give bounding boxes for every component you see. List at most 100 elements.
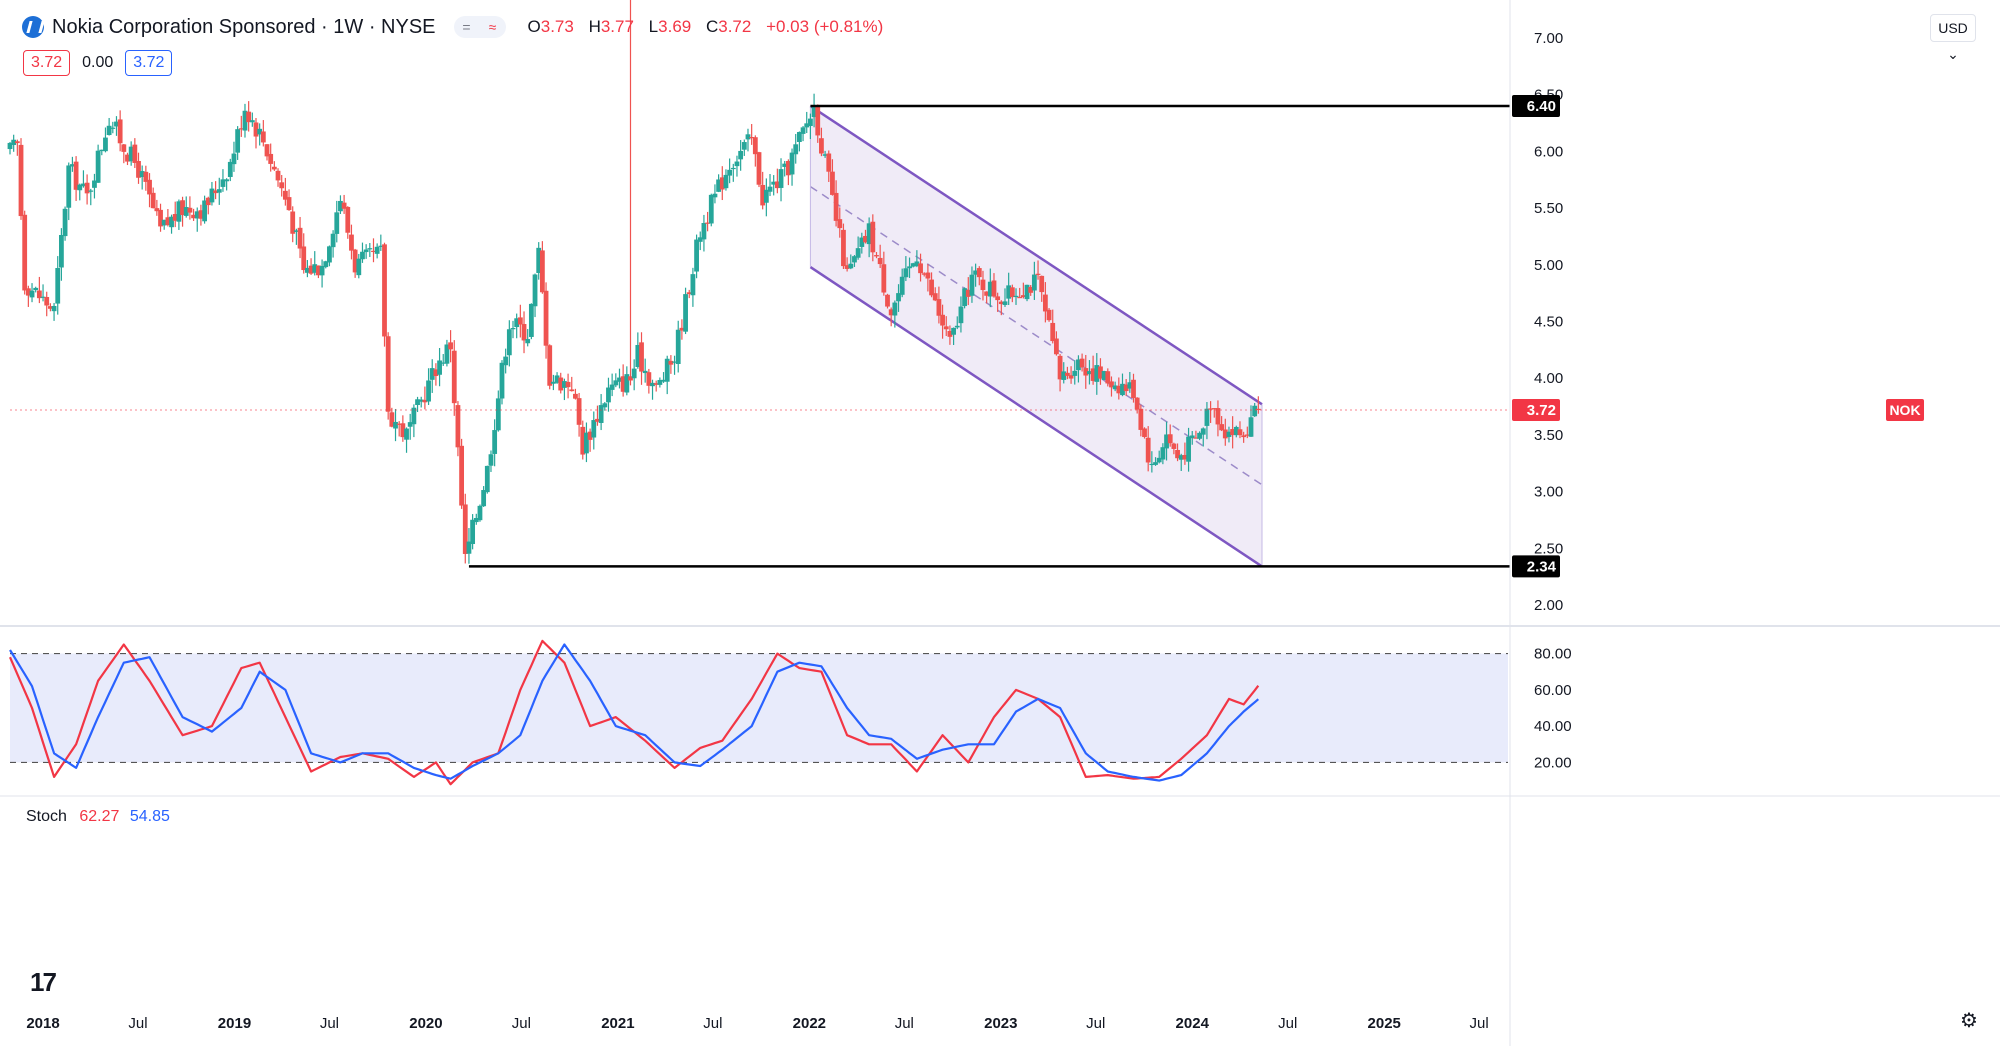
candle-body (331, 234, 336, 247)
candle-body (375, 247, 380, 254)
candle-body (533, 274, 538, 306)
candle-body (757, 152, 762, 185)
candle-body (426, 380, 431, 401)
candle-body (360, 252, 365, 259)
candle-body (96, 151, 101, 183)
candle-body (110, 128, 115, 129)
candle (500, 360, 505, 404)
candle-body (790, 153, 795, 175)
time-tick-label: 2024 (1176, 1015, 1210, 1032)
symbol-title[interactable]: Nokia Corporation Sponsored · 1W · NYSE (52, 16, 436, 39)
candle-body (492, 430, 497, 454)
candle-body (235, 129, 240, 152)
tradingview-logo[interactable]: 17 (30, 967, 55, 998)
candle-body (573, 394, 578, 399)
price-tick-label: 6.00 (1534, 143, 1563, 160)
candle-body (577, 398, 582, 425)
currency-label[interactable]: USD (1938, 20, 1968, 36)
candle-body (735, 162, 740, 167)
support-line-label: 2.34 (1512, 555, 1560, 577)
candle-body (856, 248, 861, 258)
candle-body (1080, 359, 1085, 368)
support-line-label-text: 2.34 (1527, 558, 1557, 575)
candle-body (503, 357, 508, 366)
candle-body (727, 170, 732, 176)
candle-body (107, 126, 112, 135)
gear-icon[interactable]: ⚙ (1958, 1010, 1980, 1032)
stoch-tick-label: 40.00 (1534, 718, 1572, 735)
candle-body (522, 324, 527, 340)
candle-body (518, 317, 523, 324)
candle-body (1153, 462, 1158, 465)
candle-body (1160, 447, 1165, 459)
candle-body (250, 120, 255, 122)
candle-body (301, 246, 306, 270)
stoch-label[interactable]: Stoch (26, 808, 67, 825)
stoch-legend[interactable]: Stoch 62.27 54.85 (26, 808, 170, 826)
candle-body (801, 127, 806, 134)
chevron-down-icon[interactable]: ⌄ (1947, 46, 1959, 62)
candle-body (55, 268, 60, 304)
price-tick-label: 4.50 (1534, 314, 1563, 331)
candle-body (540, 250, 545, 292)
candle-body (937, 299, 942, 316)
candle (757, 152, 762, 187)
candle-body (709, 195, 714, 224)
candle (529, 303, 534, 339)
candle-body (878, 258, 883, 264)
candle-body (544, 291, 549, 346)
currency-selector[interactable]: USD ⌄ (1930, 14, 1976, 42)
candle-body (1201, 428, 1206, 434)
candle-body (448, 342, 453, 349)
candle-body (59, 235, 64, 268)
candle-body (33, 288, 38, 290)
pill-right-icon[interactable]: ≈ (480, 16, 506, 38)
time-tick-label: Jul (1086, 1015, 1105, 1032)
close-value: 3.72 (718, 17, 751, 36)
candle-body (694, 240, 699, 272)
candle-body (478, 506, 483, 520)
candle-body (992, 280, 997, 296)
candle-body (228, 162, 233, 177)
candle-body (459, 446, 464, 506)
candle-body (386, 336, 391, 411)
candle-body (702, 223, 707, 239)
open-value: 3.73 (541, 17, 574, 36)
candle-body (683, 294, 688, 332)
candle-body (19, 145, 24, 216)
compare-toggle[interactable]: = ≈ (454, 16, 506, 38)
time-tick-label: 2025 (1368, 1015, 1401, 1032)
time-tick-label: Jul (128, 1015, 147, 1032)
candle-body (507, 329, 512, 355)
candle-body (1014, 296, 1019, 297)
candle-body (349, 235, 354, 251)
resistance-line-label-text: 6.40 (1527, 98, 1556, 115)
candle-body (1249, 417, 1254, 436)
time-tick-label: 2022 (793, 1015, 826, 1032)
candle-body (676, 330, 681, 364)
candle-body (121, 144, 126, 152)
candle-body (22, 215, 27, 291)
symbol-header: Nokia Corporation Sponsored · 1W · NYSE … (22, 12, 883, 42)
candle-body (345, 207, 350, 233)
pill-left-icon[interactable]: = (454, 16, 480, 38)
value-boxes: 3.72 0.00 3.72 (23, 50, 172, 76)
time-tick-label: Jul (320, 1015, 339, 1032)
candle-body (103, 138, 108, 152)
candle (19, 138, 24, 220)
candle-body (1142, 428, 1147, 437)
time-tick-label: 2018 (26, 1015, 59, 1032)
candle-body (1017, 297, 1022, 298)
candle-body (470, 520, 475, 544)
candle-body (224, 179, 229, 181)
candle-body (819, 138, 824, 153)
candle-body (837, 219, 842, 228)
candle-body (925, 273, 930, 279)
candle-body (15, 141, 20, 143)
candle-body (118, 119, 123, 143)
candle-body (217, 189, 222, 193)
candle-body (903, 268, 908, 277)
candle-body (639, 342, 644, 371)
